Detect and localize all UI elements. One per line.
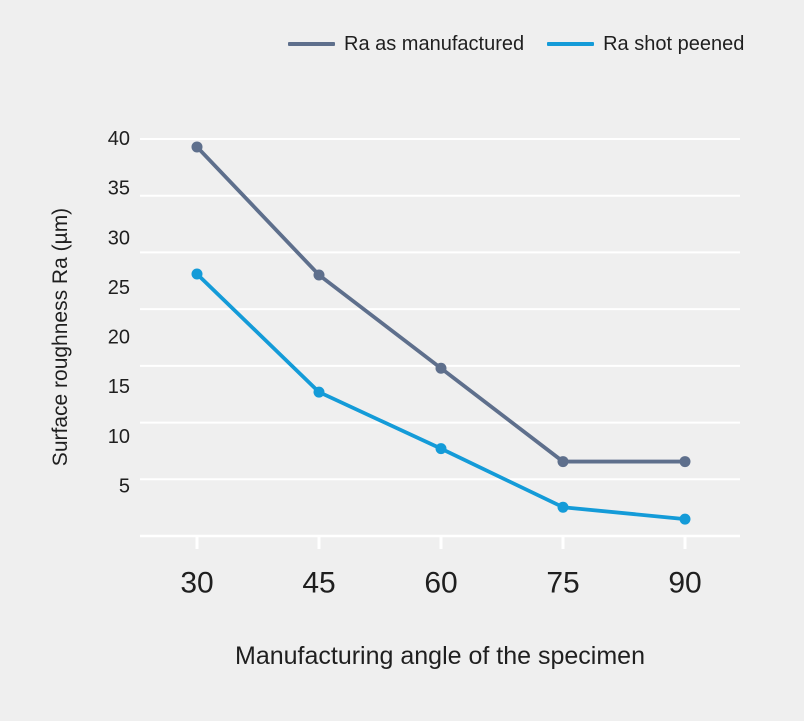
data-point-ra-as-manufactured-75	[557, 456, 569, 468]
y-tick-label: 10	[108, 426, 130, 448]
data-point-ra-shot-peened-90	[679, 513, 691, 525]
data-point-ra-as-manufactured-45	[313, 269, 325, 281]
series-line-ra-as-manufactured	[195, 145, 687, 464]
legend-line-swatch-manufactured	[288, 42, 335, 46]
y-tick-label: 30	[108, 227, 130, 249]
legend: Ra as manufactured Ra shot peened	[288, 30, 744, 58]
series-line-ra-shot-peened	[195, 272, 687, 522]
x-tick-label: 75	[546, 567, 579, 600]
y-tick-label: 20	[108, 327, 130, 349]
legend-label-manufactured: Ra as manufactured	[344, 33, 525, 55]
x-tick-label: 45	[302, 567, 335, 600]
y-tick-label: 35	[108, 178, 130, 200]
y-tick-label: 15	[108, 376, 130, 398]
y-tick-label: 25	[108, 277, 130, 299]
data-point-ra-as-manufactured-30	[191, 141, 203, 153]
x-tick-label: 30	[180, 567, 213, 600]
data-point-ra-as-manufactured-90	[679, 456, 691, 468]
x-tick-label: 90	[668, 567, 701, 600]
x-axis-title: Manufacturing angle of the specimen	[235, 642, 645, 670]
data-point-ra-as-manufactured-60	[435, 362, 447, 374]
y-tick-label: 5	[119, 475, 130, 497]
data-point-ra-shot-peened-75	[557, 501, 569, 513]
legend-line-swatch-shot-peened	[547, 42, 595, 46]
legend-item-ra-shot-peened: Ra shot peened	[547, 30, 744, 58]
data-point-ra-shot-peened-60	[435, 443, 447, 455]
data-point-ra-shot-peened-30	[191, 268, 203, 280]
y-tick-label: 40	[108, 128, 130, 150]
data-point-ra-shot-peened-45	[313, 386, 325, 398]
y-axis-title: Surface roughness Ra (µm)	[49, 207, 72, 467]
x-tick-label: 60	[424, 567, 457, 600]
legend-item-ra-as-manufactured: Ra as manufactured	[288, 30, 524, 58]
legend-label-shot-peened: Ra shot peened	[603, 33, 745, 55]
